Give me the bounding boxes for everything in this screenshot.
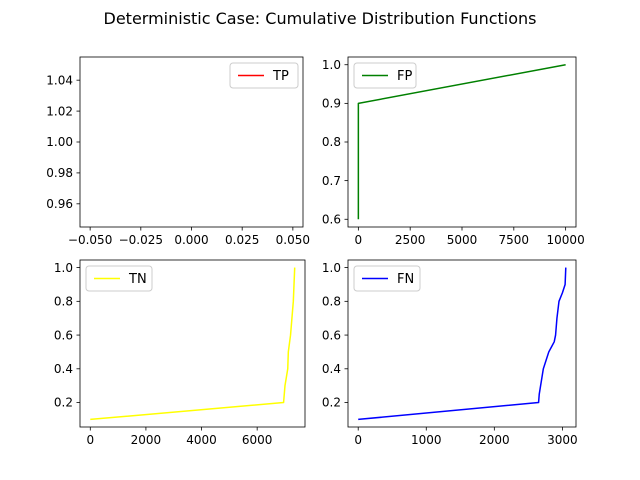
legend: FN [353,265,421,292]
figure-title: Deterministic Case: Cumulative Distribut… [104,9,537,28]
axes-frame [79,259,306,428]
x-tick-label: 4000 [186,433,217,447]
y-tick-label: 1.00 [46,135,73,149]
y-tick-label: 1.0 [54,261,73,275]
y-tick-label: 1.0 [322,261,341,275]
y-tick-label: 0.4 [322,362,341,376]
legend-label: TN [128,272,147,287]
legend: FP [353,62,417,89]
x-tick-label: 2500 [395,233,426,247]
y-tick-label: 0.98 [46,166,73,180]
x-tick-label: 7500 [499,233,530,247]
subplot-fn: 0 1000 2000 3000 0.2 0.4 0.6 0.8 1.0 FN [322,259,578,447]
subplot-fp: 0 2500 5000 7500 10000 0.6 0.7 0.8 0.9 1.0 FP [322,56,585,247]
x-tick-label: −0.050 [68,233,112,247]
axes-frame [347,259,577,428]
y-tick-label: 1.04 [46,73,73,87]
series-line-fn [358,267,567,421]
y-tick-label: 0.8 [322,135,341,149]
y-tick-label: 0.8 [322,295,341,309]
series-line-tn [90,267,296,421]
x-tick-label: 3000 [547,433,578,447]
y-tick-label: 0.8 [54,295,73,309]
y-tick-label: 0.6 [322,328,341,342]
subplot-tn: 0 2000 4000 6000 0.2 0.4 0.6 0.8 1.0 TN [54,259,306,447]
y-tick-label: 0.6 [322,212,341,226]
legend-label: TP [272,69,289,84]
x-tick-label: 5000 [447,233,478,247]
x-tick-label: 0 [354,433,362,447]
x-tick-label: 10000 [547,233,585,247]
y-tick-label: 0.96 [46,197,73,211]
series-line-fp [357,63,566,220]
y-tick-label: 0.7 [322,174,341,188]
x-tick-label: 0.000 [174,233,208,247]
legend-label: FN [397,272,414,287]
legend: TN [85,265,153,292]
x-tick-label: −0.025 [119,233,163,247]
x-tick-label: 0.025 [225,233,259,247]
x-tick-label: 1000 [411,433,442,447]
x-tick-label: 2000 [479,433,510,447]
y-tick-label: 1.0 [322,58,341,72]
x-tick-label: 0 [355,233,363,247]
legend-label: FP [397,69,412,84]
y-tick-label: 0.2 [54,396,73,410]
x-tick-label: 2000 [131,433,162,447]
y-tick-label: 1.02 [46,104,73,118]
y-tick-label: 0.6 [54,328,73,342]
x-tick-label: 0.050 [276,233,310,247]
x-tick-label: 0 [86,433,94,447]
y-tick-label: 0.2 [322,396,341,410]
y-tick-label: 0.9 [322,97,341,111]
y-tick-label: 0.4 [54,362,73,376]
x-tick-label: 6000 [242,433,273,447]
legend: TP [229,62,299,89]
subplot-tp: −0.050 −0.025 0.000 0.025 0.050 0.96 0.98 1.00 1… [46,56,310,247]
